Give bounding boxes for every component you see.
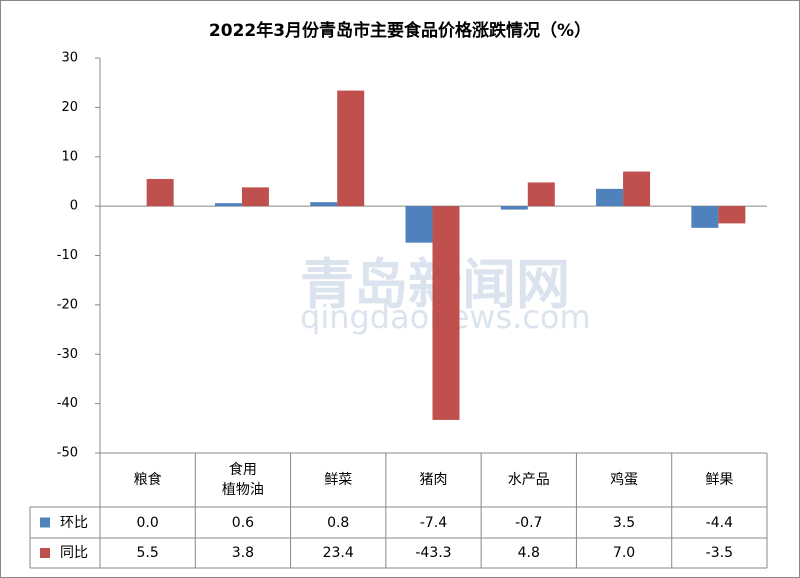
y-tick-label: -50 bbox=[57, 446, 78, 461]
value-label: 5.5 bbox=[136, 545, 159, 561]
value-label: 0.8 bbox=[327, 514, 350, 531]
value-label: -7.4 bbox=[419, 514, 448, 531]
y-tick-label: 0 bbox=[70, 199, 78, 214]
chart-title: 2022年3月份青岛市主要食品价格涨跌情况（%） bbox=[209, 20, 591, 41]
bar bbox=[241, 187, 269, 207]
bar bbox=[718, 206, 746, 224]
y-tick-label: -40 bbox=[57, 396, 78, 411]
value-label: -43.3 bbox=[415, 545, 452, 561]
value-label: 3.8 bbox=[231, 545, 255, 561]
value-label: 4.8 bbox=[517, 545, 540, 561]
bar bbox=[691, 206, 719, 228]
category-label: 鸡蛋 bbox=[610, 472, 639, 488]
bar bbox=[432, 206, 460, 420]
category-label: 粮食 bbox=[133, 472, 162, 488]
category-label: 鲜菜 bbox=[324, 472, 353, 488]
bar bbox=[146, 178, 174, 207]
bar bbox=[337, 90, 365, 207]
value-label: 7.0 bbox=[612, 545, 636, 561]
y-tick-label: 10 bbox=[61, 149, 78, 164]
value-label: -4.4 bbox=[705, 514, 733, 531]
category-label: 猪肉 bbox=[419, 472, 448, 488]
value-label: 3.5 bbox=[612, 514, 636, 531]
value-label: -3.5 bbox=[705, 545, 733, 561]
category-label: 水产品 bbox=[507, 472, 550, 488]
legend-label: 同比 bbox=[60, 545, 88, 561]
legend-swatch bbox=[40, 548, 50, 558]
legend-swatch bbox=[40, 517, 50, 528]
bar bbox=[527, 182, 555, 207]
bar bbox=[214, 203, 242, 207]
value-label: -0.7 bbox=[515, 514, 543, 531]
bar bbox=[623, 171, 651, 207]
value-label: 0.6 bbox=[231, 514, 255, 531]
category-label: 食用 植物油 bbox=[221, 462, 264, 498]
y-tick-label: -20 bbox=[57, 297, 78, 312]
value-label: 0.0 bbox=[136, 514, 159, 531]
bar bbox=[310, 202, 338, 207]
y-tick-label: 30 bbox=[61, 51, 78, 66]
bar bbox=[405, 206, 433, 243]
y-tick-label: -10 bbox=[57, 248, 78, 263]
category-label: 鲜果 bbox=[705, 472, 734, 488]
y-tick-label: -30 bbox=[57, 347, 78, 362]
bar bbox=[596, 188, 624, 207]
y-tick-label: 20 bbox=[61, 100, 78, 115]
bar bbox=[500, 206, 528, 210]
legend-label: 环比 bbox=[60, 514, 88, 531]
value-label: 23.4 bbox=[322, 545, 354, 561]
